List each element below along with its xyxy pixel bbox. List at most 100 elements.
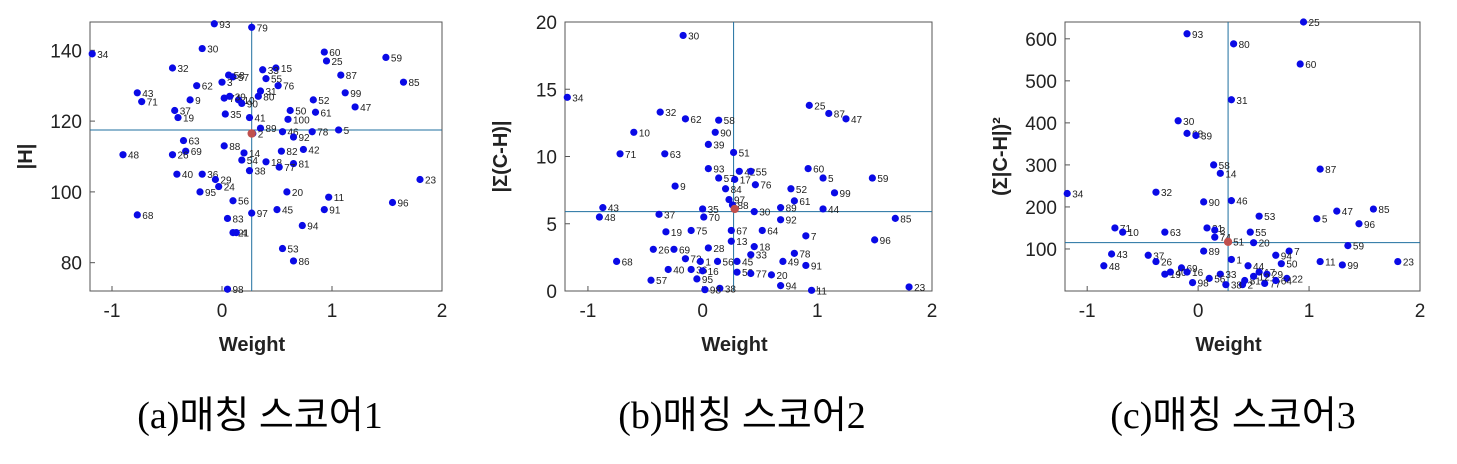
data-point	[289, 159, 298, 168]
data-point	[700, 213, 708, 221]
data-point-label: 28	[713, 244, 725, 255]
x-tick-label: 2	[1415, 301, 1426, 322]
data-point-label: 39	[1201, 131, 1213, 142]
data-point-label: 96	[880, 236, 892, 247]
data-point	[649, 245, 657, 253]
data-point-label: 47	[1342, 207, 1354, 218]
data-point	[238, 99, 246, 108]
data-point	[819, 205, 827, 213]
x-tick-label: 0	[1193, 301, 1204, 322]
data-point	[779, 257, 787, 266]
data-point	[254, 92, 262, 100]
data-point	[238, 156, 246, 164]
x-tick-label: 2	[437, 301, 448, 322]
data-point	[729, 148, 738, 157]
data-point-label: 7	[811, 232, 817, 243]
data-point-label: 55	[756, 167, 768, 178]
data-point	[1192, 131, 1200, 140]
data-point	[1161, 228, 1169, 236]
data-point-label: 33	[756, 251, 768, 262]
data-point-label: 87	[834, 109, 846, 120]
data-point-label: 91	[811, 261, 823, 272]
data-point	[416, 175, 424, 184]
data-point-label: 20	[292, 188, 304, 199]
data-point	[171, 106, 179, 115]
y-tick-label: 400	[1025, 114, 1057, 135]
data-point-label: 34	[572, 93, 584, 104]
data-point	[750, 243, 758, 251]
data-point-label: 2	[1248, 281, 1254, 292]
data-point-label: 64	[1281, 276, 1293, 287]
data-point	[1344, 242, 1352, 250]
data-point	[868, 174, 876, 182]
data-point-label: 87	[1325, 165, 1337, 176]
data-point-label: 32	[178, 64, 190, 75]
data-point-label: 26	[178, 151, 190, 162]
y-tick-label: 0	[546, 282, 557, 303]
data-point	[727, 237, 735, 245]
y-tick-label: 140	[50, 41, 82, 62]
data-point	[1152, 257, 1160, 266]
data-point	[335, 126, 343, 134]
data-point	[1063, 189, 1071, 198]
data-point	[1216, 169, 1224, 177]
data-point-label: 63	[670, 150, 682, 161]
data-point	[750, 208, 758, 216]
data-point-label: 4	[241, 229, 247, 240]
x-tick-label: 2	[927, 301, 938, 322]
data-point-label: 51	[739, 148, 751, 159]
data-point	[1285, 247, 1293, 255]
x-axis-label: Weight	[1195, 334, 1262, 356]
x-tick-label: 1	[812, 301, 823, 322]
data-point-label: 71	[1120, 224, 1132, 235]
data-point-label: 11	[1325, 258, 1336, 269]
data-point-label: 64	[767, 226, 779, 237]
data-point-label: 40	[182, 170, 194, 181]
data-point-label: 9	[195, 96, 201, 107]
data-point-label: 14	[249, 149, 261, 160]
data-point-label: 45	[282, 206, 294, 217]
data-point-label: 24	[224, 183, 236, 194]
data-point-label: 91	[329, 206, 341, 217]
data-point-label: 96	[1364, 220, 1376, 231]
data-point-label: 76	[283, 82, 295, 93]
data-point	[777, 204, 785, 212]
data-point	[905, 283, 913, 291]
data-point-label: 57	[656, 276, 668, 287]
data-point-label: 57	[238, 73, 250, 84]
data-point-label: 63	[189, 137, 201, 148]
data-point-label: 92	[299, 133, 311, 144]
data-point	[399, 78, 408, 86]
data-point-label: 97	[734, 196, 746, 207]
data-point	[1144, 251, 1152, 259]
data-point-label: 93	[1192, 30, 1204, 41]
data-point	[1227, 255, 1236, 264]
data-point-label: 25	[1309, 18, 1321, 29]
data-point	[220, 142, 228, 150]
data-point	[777, 282, 785, 290]
data-point-label: 40	[1175, 268, 1187, 279]
data-point-label: 72	[690, 255, 702, 266]
data-point	[289, 133, 298, 141]
data-point-label: 43	[608, 204, 620, 215]
data-point	[272, 64, 280, 72]
data-point-label: 37	[1153, 251, 1165, 262]
data-point-label: 21	[238, 229, 250, 240]
data-point	[1249, 272, 1258, 280]
data-point	[1222, 281, 1230, 289]
data-point	[138, 98, 146, 106]
data-point	[133, 89, 141, 97]
data-point	[721, 185, 730, 193]
data-point	[1394, 257, 1402, 266]
data-point	[168, 151, 177, 159]
data-point-label: 38	[255, 167, 267, 178]
data-point	[221, 110, 229, 118]
data-point	[679, 31, 687, 40]
data-point-label: 39	[713, 140, 725, 151]
data-point	[647, 276, 655, 284]
data-point-label: 12	[1259, 272, 1271, 283]
data-point-label: 14	[1225, 169, 1237, 180]
data-point	[278, 128, 287, 136]
data-point	[1203, 224, 1211, 232]
